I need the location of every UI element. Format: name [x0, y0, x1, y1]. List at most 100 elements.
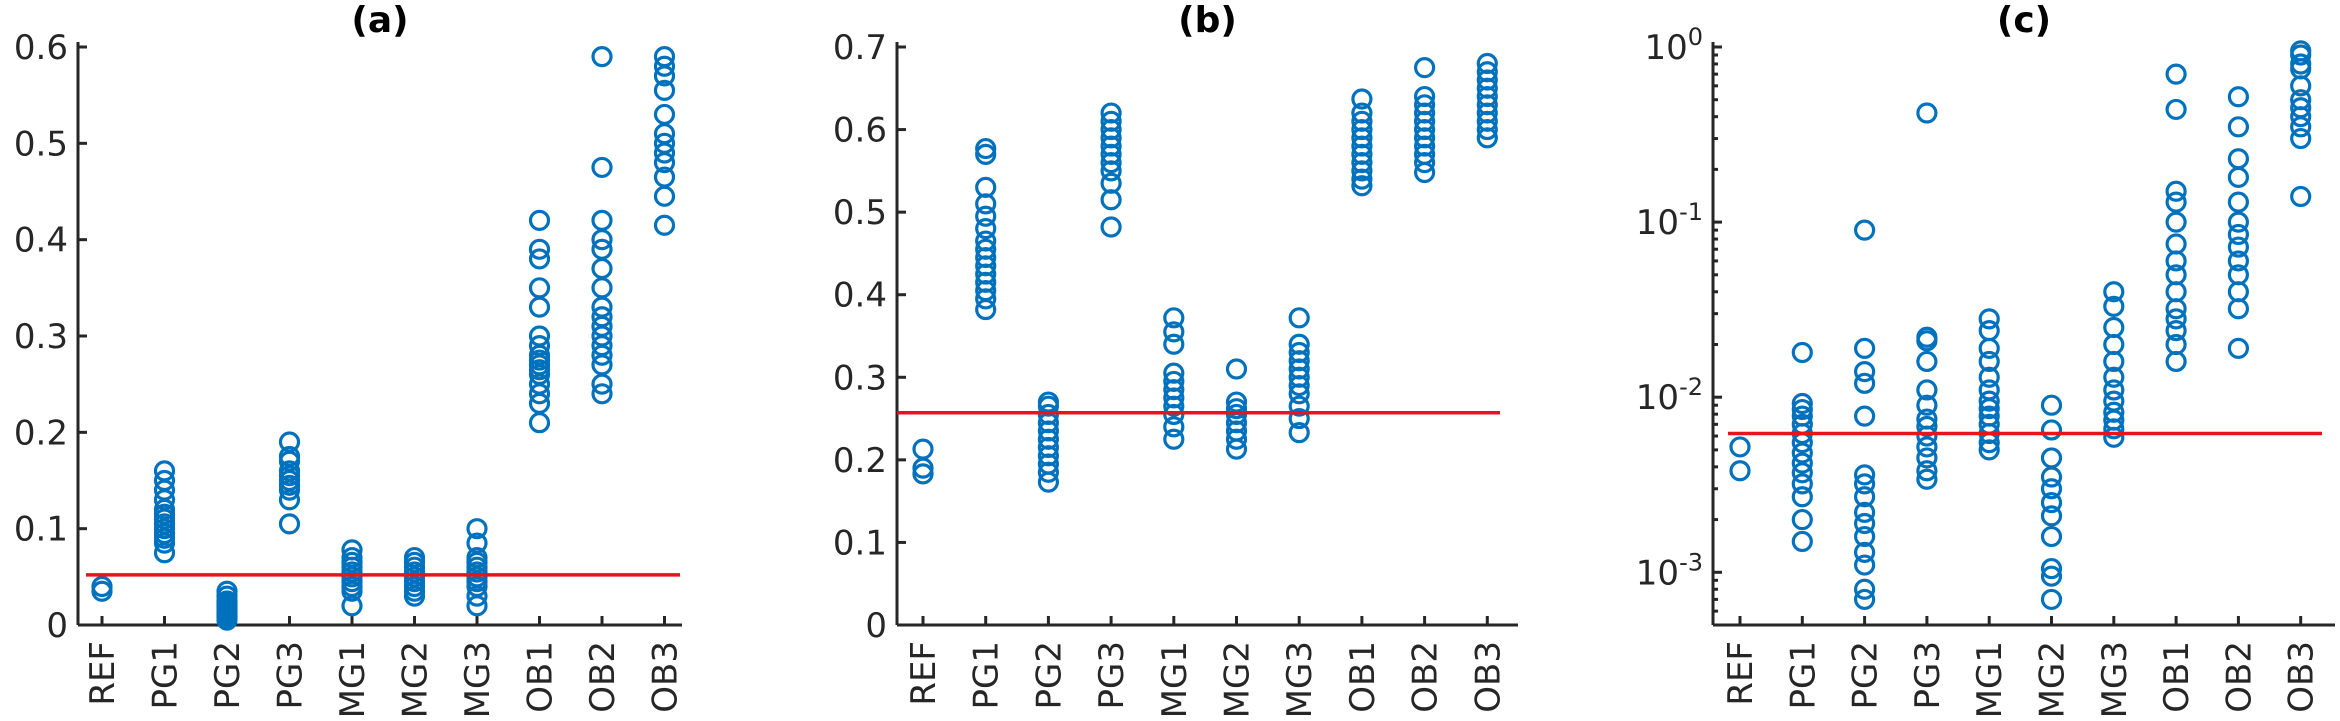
data-point — [1351, 110, 1373, 132]
data-point — [216, 580, 238, 602]
chart-panel-1: (a) 0 0.1 0.2 0.3 0.4 0.5 0.6 REF PG1 PG2 PG3 MG1 MG2… — [14, 0, 686, 718]
y-tick-label: 0.1 — [833, 523, 887, 563]
data-point — [1288, 307, 1310, 329]
data-point — [1853, 588, 1876, 611]
x-tick-label: MG2 — [396, 641, 436, 718]
data-point — [975, 218, 997, 240]
data-point — [528, 335, 551, 357]
y-tick-label: 0.5 — [14, 124, 68, 164]
data-point — [153, 460, 176, 482]
data-point — [153, 469, 176, 492]
data-point — [528, 277, 551, 299]
data-point — [1791, 341, 1813, 364]
data-point — [975, 137, 997, 160]
data-point — [2103, 316, 2125, 339]
data-point — [653, 46, 676, 68]
data-point — [1853, 464, 1876, 486]
data-point — [653, 166, 676, 188]
data-point — [91, 575, 113, 598]
data-point — [2040, 588, 2063, 611]
data-point — [2165, 281, 2187, 303]
data-point — [1916, 102, 1938, 124]
data-point — [1978, 439, 2000, 461]
y-tick-label: 0.4 — [833, 276, 887, 316]
data-point — [1163, 428, 1185, 450]
data-point — [1163, 307, 1185, 329]
data-point — [1978, 308, 2000, 330]
data-point — [1978, 379, 2000, 401]
data-point — [1791, 392, 1813, 415]
data-point — [1978, 390, 2000, 412]
data-point — [1476, 61, 1498, 83]
y-tick-label: 0.3 — [833, 358, 887, 398]
data-point — [1853, 337, 1876, 359]
data-point — [2165, 333, 2187, 356]
data-point — [1288, 407, 1310, 430]
chart-panel-2: (b) 0 0.1 0.2 0.3 0.4 0.5 0.6 0.7 REF PG1 PG2 PG3 MG1… — [833, 0, 1518, 718]
data-point — [1853, 541, 1876, 563]
x-tick-label: OB1 — [1343, 641, 1383, 713]
data-point — [975, 205, 997, 227]
data-point — [466, 532, 488, 554]
data-point — [2227, 223, 2249, 246]
data-point — [528, 296, 551, 318]
x-tick-label: REF — [1721, 641, 1761, 706]
data-point — [1351, 175, 1373, 197]
x-tick-label: PG2 — [208, 641, 248, 709]
data-point — [2165, 180, 2187, 202]
x-tick-label: OB3 — [1468, 641, 1508, 713]
data-point — [2040, 466, 2063, 488]
y-tick-label: 0.2 — [14, 413, 68, 453]
data-point — [2227, 148, 2249, 170]
data-point — [1225, 398, 1248, 420]
data-point — [1163, 321, 1185, 343]
x-tick-label: OB3 — [646, 641, 686, 713]
data-point — [653, 185, 676, 207]
data-point — [1978, 350, 2000, 373]
data-point — [975, 176, 997, 198]
data-point — [1791, 508, 1813, 531]
data-point — [591, 238, 613, 260]
data-point — [1351, 88, 1373, 110]
x-tick-label: PG3 — [1092, 641, 1132, 709]
data-point — [1163, 333, 1185, 355]
x-tick-label: PG2 — [1029, 641, 1069, 709]
x-tick-label: PG1 — [146, 641, 186, 709]
data-point — [1853, 501, 1876, 523]
x-tick-label: OB1 — [2157, 641, 2197, 713]
data-point — [2040, 525, 2063, 548]
data-point — [2290, 97, 2312, 119]
data-point — [591, 277, 613, 299]
data-point — [2227, 264, 2249, 286]
data-point — [1413, 57, 1436, 79]
data-point — [2103, 281, 2125, 303]
data-point — [912, 438, 934, 460]
x-tick-label: PG2 — [1846, 641, 1886, 709]
data-point — [2227, 166, 2249, 188]
data-point — [1916, 326, 1938, 348]
x-tick-label: MG3 — [1280, 641, 1320, 718]
data-point — [2227, 250, 2249, 272]
data-point — [1853, 486, 1876, 508]
data-point — [528, 412, 551, 434]
data-point — [1163, 416, 1185, 438]
data-point — [591, 46, 613, 68]
x-tick-label: PG3 — [271, 641, 311, 709]
data-point — [975, 238, 997, 260]
data-point — [528, 325, 551, 347]
data-point — [2290, 127, 2312, 150]
data-point — [1163, 370, 1185, 393]
data-point — [2165, 308, 2187, 330]
x-tick-label: OB2 — [1406, 641, 1446, 713]
data-point — [1916, 408, 1938, 430]
data-point — [653, 103, 676, 126]
data-point — [1978, 337, 2000, 359]
x-tick-label: PG1 — [1783, 641, 1823, 709]
data-point — [653, 214, 676, 236]
data-point — [278, 445, 301, 468]
y-tick-label: 0.1 — [14, 510, 68, 550]
x-tick-label: OB2 — [2219, 641, 2259, 713]
x-tick-label: OB1 — [521, 641, 561, 713]
data-point — [2103, 401, 2125, 423]
